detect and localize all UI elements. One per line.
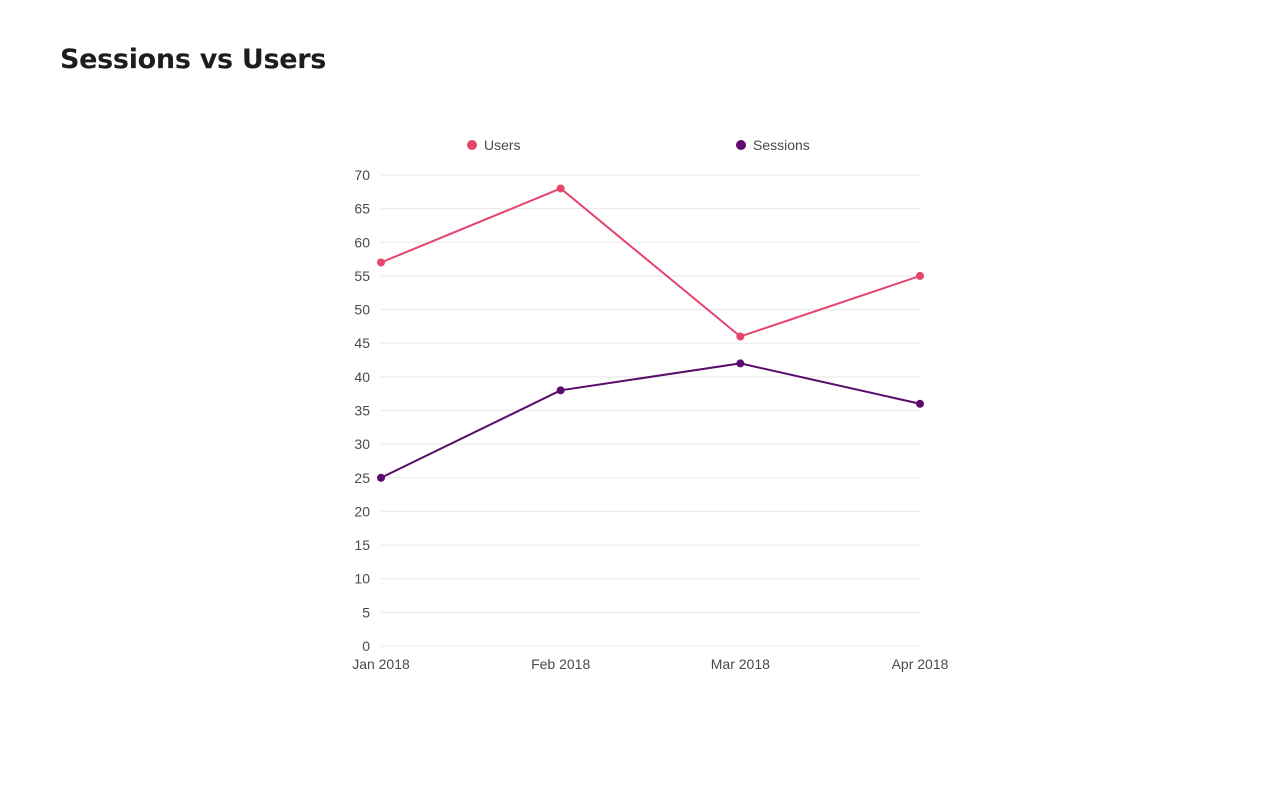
y-tick-label: 15 (354, 537, 370, 553)
y-tick-label: 10 (354, 571, 370, 587)
data-point-sessions[interactable] (377, 473, 385, 482)
legend-item-users[interactable]: Users (467, 137, 521, 153)
series-lines (377, 184, 924, 482)
page-title: Sessions vs Users (60, 44, 327, 75)
legend-marker (736, 140, 746, 150)
x-tick-label: Jan 2018 (352, 656, 410, 672)
data-point-users[interactable] (556, 184, 565, 193)
y-tick-label: 60 (354, 234, 370, 250)
y-tick-label: 40 (354, 369, 370, 385)
y-tick-label: 70 (354, 167, 370, 183)
legend-label: Users (484, 137, 521, 153)
y-axis-ticks: 0 5 10 15 20 25 30 35 40 45 50 55 60 65 70 (354, 167, 370, 654)
y-tick-label: 50 (354, 302, 370, 318)
y-tick-label: 35 (354, 403, 370, 419)
data-point-sessions[interactable] (916, 399, 924, 408)
series-line-users (380, 187, 921, 338)
series-line-sessions (380, 362, 921, 479)
y-tick-label: 0 (362, 638, 370, 654)
x-tick-label: Feb 2018 (531, 656, 590, 672)
legend-item-sessions[interactable]: Sessions (736, 137, 810, 153)
y-tick-label: 45 (354, 335, 370, 351)
x-tick-label: Apr 2018 (892, 656, 949, 672)
y-tick-label: 65 (354, 201, 370, 217)
y-tick-label: 30 (354, 436, 370, 452)
legend-marker (467, 140, 477, 150)
data-point-users[interactable] (736, 332, 745, 341)
y-tick-label: 5 (362, 604, 370, 620)
data-point-sessions[interactable] (556, 386, 565, 395)
data-point-users[interactable] (377, 258, 385, 267)
x-tick-label: Mar 2018 (711, 656, 770, 672)
legend: Users Sessions (467, 137, 810, 153)
data-point-users[interactable] (916, 271, 924, 280)
legend-label: Sessions (753, 137, 810, 153)
grid-lines (381, 174, 920, 647)
y-tick-label: 55 (354, 268, 370, 284)
y-tick-label: 25 (354, 470, 370, 486)
data-point-sessions[interactable] (736, 359, 745, 368)
x-axis-ticks: Jan 2018 Feb 2018 Mar 2018 Apr 2018 (352, 656, 948, 672)
y-tick-label: 20 (354, 503, 370, 519)
